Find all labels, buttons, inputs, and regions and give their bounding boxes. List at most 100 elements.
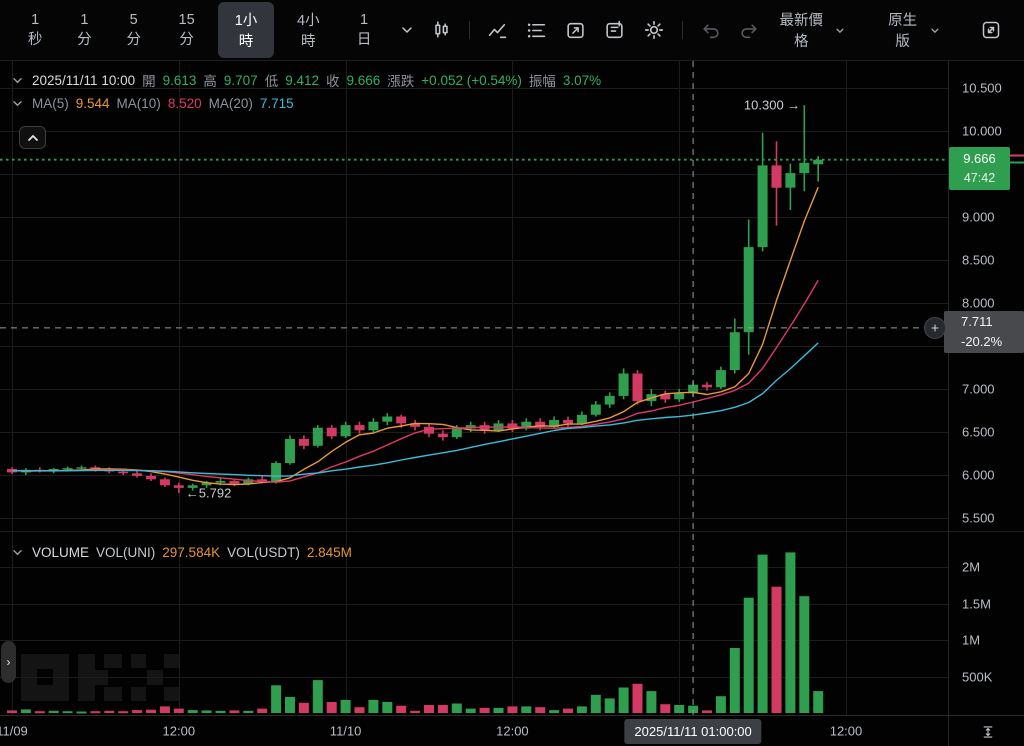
chart-style-icon[interactable] [424,15,459,46]
open-value: 9.613 [162,72,197,88]
time-tick-label: 12:00 [162,723,196,739]
candle-countdown: 47:42 [963,170,996,185]
axis-scale-icon[interactable] [975,722,1001,742]
side-panel-handle[interactable]: › [1,641,16,683]
okx-watermark [21,654,179,701]
price-tick-label: 7.000 [962,381,995,397]
time-tick-label: 11/10 [329,723,362,739]
time-tick-label: 12:00 [829,723,863,739]
vol-quote-value: 2.845M [306,545,352,560]
open-label: 開 [142,74,156,89]
price-tick-label: 10.500 [962,80,1002,96]
window-high-annotation: 10.300 → [743,97,801,113]
crosshair-change-value: -20.2% [961,333,1003,349]
price-tick-label: 8.500 [962,252,995,268]
chevron-down-icon [931,27,939,33]
crosshair-price-badge: 7.711 -20.2% [944,310,1024,353]
last-price-badge: 9.666 47:42 [949,146,1010,190]
ohlc-collapse-caret[interactable] [10,77,25,84]
window-low-annotation: ←5.792 [185,485,232,501]
price-tick-label: 5.500 [962,510,995,526]
tf-1分[interactable]: 1分 [63,5,105,56]
fullscreen-icon[interactable] [974,15,1008,45]
volume-header-row: VOLUME VOL(UNI) 297.584K VOL(USDT) 2.845… [10,545,352,560]
toolbar: 1秒 1分 5分 15分 1小時 4小時 1日 [0,0,1024,61]
tf-4小時[interactable]: 4小時 [281,2,336,58]
chevron-right-icon: › [6,655,11,669]
price-gridlines [0,88,948,519]
volume-collapse-caret[interactable] [10,549,25,556]
last-price-value: 9.666 [963,150,996,166]
low-value: 9.412 [285,72,319,88]
version-dropdown[interactable]: 原生版 [877,8,946,52]
volume-tick-label: 500K [962,669,993,684]
change-label: 漲跌 [387,74,415,89]
chevron-down-icon [836,27,844,33]
ma10-label: MA(10) [116,96,161,111]
change-value: +0.052 (+0.54%) [421,72,522,88]
low-label: 低 [264,74,279,89]
indicator-list-icon[interactable] [519,15,554,46]
ma20-label: MA(20) [208,96,253,111]
volume-title: VOLUME [32,545,90,560]
ma-collapse-caret[interactable] [10,100,25,107]
amplitude-value: 3.07% [562,72,602,88]
high-value: 9.707 [223,72,258,88]
settings-icon[interactable] [636,14,672,46]
price-mode-dropdown[interactable]: 最新價格 [769,8,851,52]
chevron-down-icon [402,27,412,33]
volume-bars [7,552,824,714]
price-tick-label: 10.000 [962,123,1002,139]
chevron-down-icon [13,101,22,107]
volume-tick-label: 1.5M [962,596,991,611]
time-tick-label: 12:00 [496,723,529,739]
time-tick-label: 11/09 [0,723,28,739]
crosshair [0,61,948,715]
ma20-line [11,342,819,477]
amplitude-label: 振幅 [528,74,556,89]
candles [7,105,824,493]
ma5-line [11,186,819,486]
redo-icon[interactable] [732,15,767,46]
crosshair-price-value: 7.711 [961,314,993,330]
vol-base-label: VOL(UNI) [96,545,156,560]
undo-icon[interactable] [693,15,728,46]
ma5-value: 9.544 [75,96,110,111]
toolbar-separator [469,21,471,39]
ma5-label: MA(5) [32,96,69,111]
ma10-value: 8.520 [167,96,202,111]
time-gridlines [12,61,847,715]
candle-datetime: 2025/11/11 10:00 [32,72,136,88]
alert-icon[interactable] [597,15,632,46]
toolbar-separator [682,21,684,39]
screenshot-icon[interactable] [558,15,593,46]
vol-quote-label: VOL(USDT) [227,545,300,560]
volume-tick-label: 1M [962,632,981,648]
tf-15分[interactable]: 15分 [162,5,212,56]
timeframe-group: 1秒 1分 5分 15分 1小時 4小時 1日 [14,2,392,58]
tf-1日[interactable]: 1日 [343,5,385,56]
more-timeframes-button[interactable] [394,21,420,39]
ma-info-row: MA(5) 9.544 MA(10) 8.520 MA(20) 7.715 [10,96,294,111]
crosshair-plus-icon[interactable] [924,316,946,339]
crosshair-time-label: 2025/11/11 01:00:00 [624,719,762,744]
ohlc-info-row: 2025/11/11 10:00 開 9.613 高 9.707 低 9.412… [10,70,601,90]
close-value: 9.666 [346,72,381,88]
tf-1小時[interactable]: 1小時 [218,2,274,58]
price-tick-label: 6.000 [962,467,995,483]
price-tick-label: 6.500 [962,424,995,440]
volume-tick-label: 2M [962,559,981,575]
tf-1秒[interactable]: 1秒 [14,5,56,56]
panel-collapse-button[interactable] [19,126,46,149]
price-tick-label: 8.000 [962,295,995,311]
high-label: 高 [203,74,217,89]
chevron-down-icon [13,77,22,83]
version-label: 原生版 [888,13,918,50]
ma10-line [11,280,819,483]
tf-5分[interactable]: 5分 [113,5,155,56]
price-mode-label: 最新價格 [779,13,823,50]
indicators-icon[interactable] [480,15,515,46]
vol-base-value: 297.584K [162,545,221,560]
